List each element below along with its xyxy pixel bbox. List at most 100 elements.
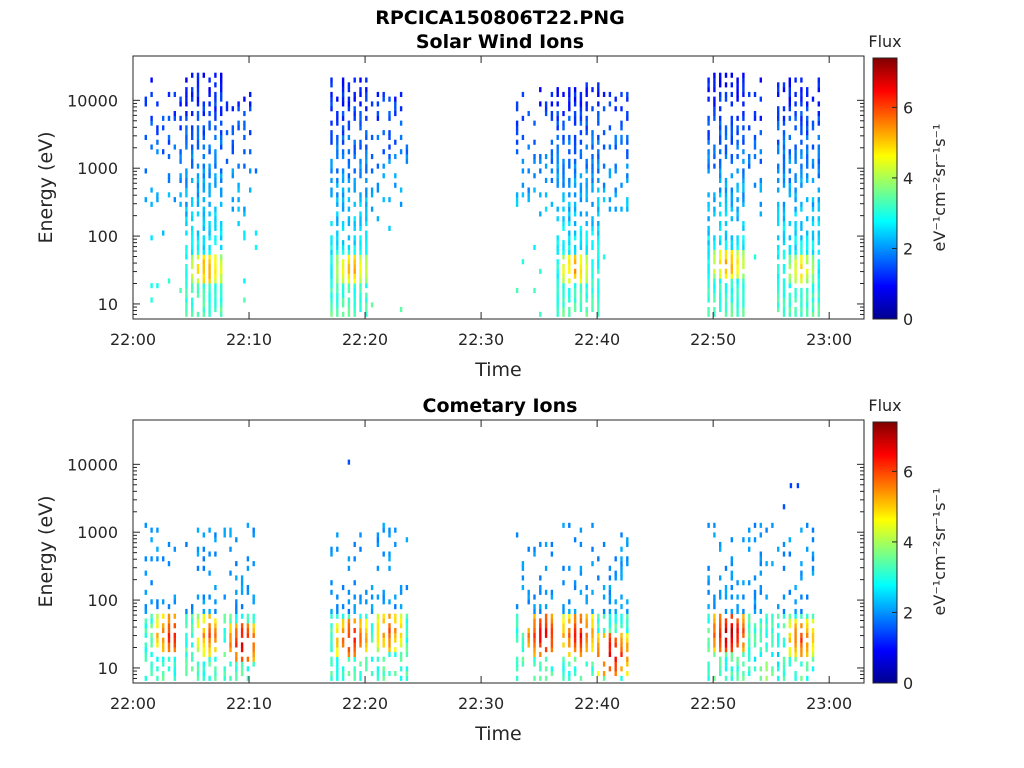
flux-cell — [806, 106, 809, 112]
flux-cell — [341, 666, 345, 672]
flux-cell — [376, 115, 380, 121]
flux-cell — [707, 149, 710, 155]
flux-cell — [724, 637, 728, 643]
flux-cell — [150, 77, 153, 83]
flux-cell — [556, 268, 559, 274]
flux-cell — [568, 163, 571, 169]
flux-cell — [341, 240, 345, 246]
flux-cell — [782, 163, 786, 169]
flux-cell — [162, 599, 165, 605]
flux-cell — [759, 570, 762, 576]
flux-cell — [353, 149, 356, 155]
flux-cell — [579, 632, 583, 638]
flux-cell — [579, 139, 583, 145]
flux-cell — [515, 666, 519, 672]
flux-cell — [719, 647, 722, 653]
flux-cell — [515, 632, 519, 638]
flux-cell — [788, 249, 791, 255]
flux-cell — [191, 311, 194, 317]
flux-cell — [521, 585, 525, 591]
flux-cell — [811, 666, 815, 672]
colorbar-frame — [872, 57, 898, 320]
flux-cell — [220, 87, 223, 93]
flux-cell — [220, 221, 223, 227]
flux-cell — [388, 647, 391, 653]
flux-cell — [730, 216, 733, 222]
flux-cell — [719, 661, 722, 667]
flux-cell — [167, 604, 171, 610]
flux-cell — [713, 206, 716, 212]
flux-cell — [191, 608, 194, 614]
flux-cell — [585, 292, 588, 298]
flux-cell — [626, 134, 629, 140]
flux-cell — [223, 675, 226, 681]
flux-cell — [602, 187, 606, 193]
flux-cell — [202, 661, 205, 667]
flux-cell — [521, 647, 525, 653]
flux-cell — [405, 666, 409, 672]
flux-cell — [173, 613, 176, 619]
flux-cell — [214, 106, 217, 112]
flux-cell — [724, 302, 728, 308]
flux-cell — [399, 589, 403, 595]
flux-cell — [162, 642, 165, 648]
flux-cell — [179, 287, 182, 293]
flux-cell — [330, 268, 333, 274]
flux-cell — [759, 675, 762, 681]
solar-wind-panel: 22:00 22:10 22:20 22:30 22:40 22:50 23:0010100… — [35, 32, 949, 381]
flux-cell — [782, 656, 786, 662]
flux-cell — [223, 594, 226, 600]
flux-cell — [573, 623, 577, 629]
flux-cell — [585, 273, 588, 279]
flux-cell — [191, 216, 194, 222]
flux-cell — [782, 230, 786, 236]
flux-cell — [365, 211, 368, 217]
flux-cell — [800, 527, 803, 533]
flux-cell — [719, 173, 722, 179]
flux-cell — [179, 125, 182, 131]
flux-cell — [573, 144, 577, 150]
flux-cell — [341, 264, 345, 270]
y-tick-label: 10000 — [67, 91, 118, 110]
flux-cell — [794, 221, 797, 227]
flux-cell — [800, 225, 803, 231]
flux-cell — [202, 216, 205, 222]
flux-cell — [330, 589, 333, 595]
flux-cell — [568, 599, 571, 605]
flux-cell — [405, 154, 409, 160]
flux-cell — [736, 96, 739, 102]
flux-cell — [353, 235, 356, 241]
flux-cell — [724, 292, 728, 298]
flux-cell — [800, 647, 803, 653]
flux-cell — [252, 561, 255, 567]
flux-cell — [713, 651, 716, 657]
flux-cell — [167, 618, 171, 624]
flux-cell — [208, 628, 211, 634]
flux-cell — [742, 177, 745, 183]
flux-cell — [382, 666, 385, 672]
flux-cell — [167, 642, 171, 648]
flux-cell — [591, 154, 594, 160]
flux-cell — [376, 101, 380, 107]
flux-cell — [399, 651, 403, 657]
flux-cell — [330, 647, 333, 653]
flux-cell — [544, 541, 548, 547]
flux-cell — [388, 599, 391, 605]
flux-cell — [185, 125, 188, 131]
flux-cell — [573, 192, 577, 198]
flux-cell — [626, 642, 629, 648]
flux-cell — [719, 77, 722, 83]
flux-cell — [707, 244, 710, 250]
flux-cell — [167, 666, 171, 672]
flux-cell — [782, 149, 786, 155]
flux-cell — [719, 656, 722, 662]
flux-cell — [742, 182, 745, 188]
flux-cell — [185, 134, 188, 140]
flux-cell — [713, 287, 716, 293]
flux-cell — [156, 613, 159, 619]
flux-cell — [544, 101, 548, 107]
flux-cell — [800, 115, 803, 121]
flux-cell — [707, 206, 710, 212]
flux-cell — [394, 628, 397, 634]
